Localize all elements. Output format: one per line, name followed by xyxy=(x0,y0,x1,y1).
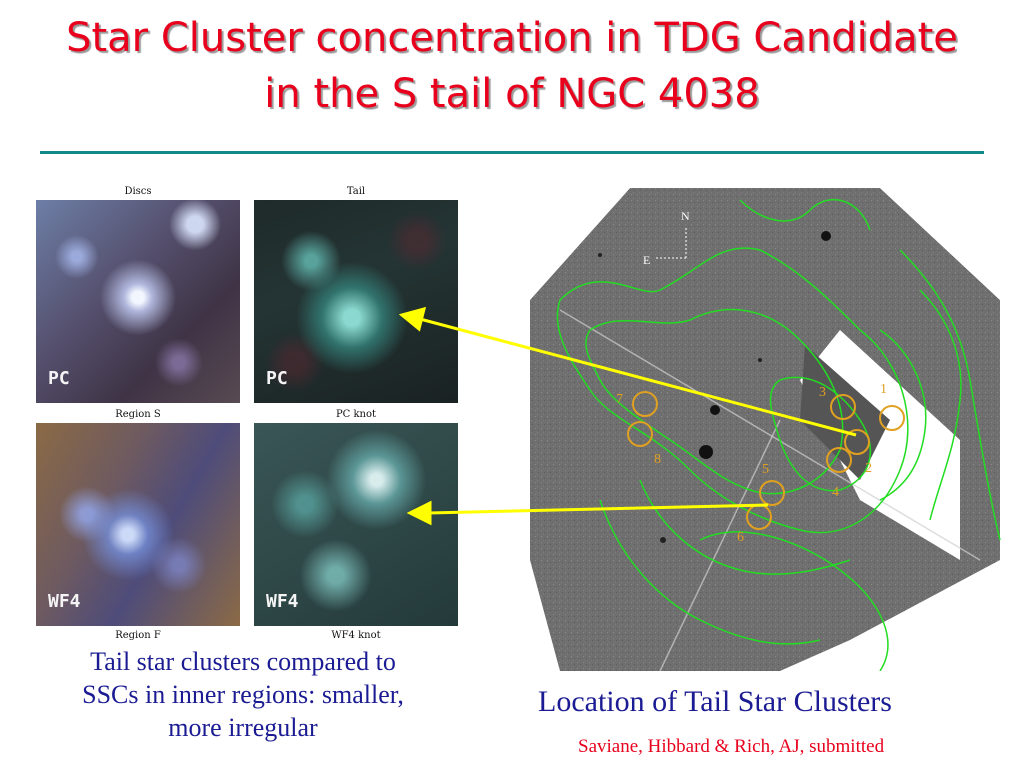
image-discs-pc: PC xyxy=(36,200,240,403)
cluster-5-circle xyxy=(759,480,785,506)
title-divider xyxy=(40,151,984,154)
cluster-label-5: 5 xyxy=(762,462,769,477)
title-line-1: Star Cluster concentration in TDG Candid… xyxy=(66,15,958,61)
arrow-to-pc-knot xyxy=(427,503,769,515)
caption-region-f: Region F xyxy=(115,630,161,641)
tag-wf4: WF4 xyxy=(266,591,299,612)
image-region-s-wf4: WF4 xyxy=(36,423,240,626)
wfpc2-mosaic xyxy=(530,188,1000,671)
arrow-head-tail-pc xyxy=(398,306,427,332)
panel-comparison-caption: Tail star clusters compared to SSCs in i… xyxy=(18,645,468,744)
caption-discs: Discs xyxy=(124,186,152,197)
caption-line-2: SSCs in inner regions: smaller, xyxy=(82,680,404,709)
cluster-2-circle xyxy=(844,429,870,455)
cluster-label-7: 7 xyxy=(616,392,623,407)
title-line-2: in the S tail of NGC 4038 xyxy=(264,71,760,117)
tag-pc: PC xyxy=(266,368,288,389)
cluster-8-circle xyxy=(627,421,653,447)
cluster-1-circle xyxy=(879,405,905,431)
caption-tail: Tail xyxy=(346,186,366,197)
caption-line-1: Tail star clusters compared to xyxy=(90,647,396,676)
location-title: Location of Tail Star Clusters xyxy=(538,685,892,718)
arrow-head-pc-knot xyxy=(406,500,432,526)
caption-wf4-knot: WF4 knot xyxy=(331,630,381,641)
image-pc-knot-wf4: WF4 xyxy=(254,423,458,626)
hi-contours xyxy=(556,199,1001,671)
cluster-7-circle xyxy=(632,391,658,417)
arrow-to-tail-pc xyxy=(419,317,857,437)
pointer-arrows xyxy=(398,306,857,526)
cluster-label-4: 4 xyxy=(832,485,839,500)
tag-pc: PC xyxy=(48,368,70,389)
cluster-label-8: 8 xyxy=(654,452,661,467)
compass-north-label: N xyxy=(681,209,690,223)
compass: N E xyxy=(643,209,690,267)
slide-title: Star Cluster concentration in TDG Candid… xyxy=(0,10,1024,122)
caption-region-s: Region S xyxy=(115,409,161,420)
citation: Saviane, Hibbard & Rich, AJ, submitted xyxy=(578,736,885,757)
compass-east-label: E xyxy=(643,253,650,267)
cluster-label-2: 2 xyxy=(865,461,872,476)
cluster-label-6: 6 xyxy=(737,530,744,545)
image-tail-pc: PC xyxy=(254,200,458,403)
cluster-label-1: 1 xyxy=(880,382,887,397)
cluster-4-circle xyxy=(826,447,852,473)
caption-pc-knot: PC knot xyxy=(335,409,377,420)
tag-wf4: WF4 xyxy=(48,591,81,612)
cluster-label-3: 3 xyxy=(819,385,826,400)
cluster-labels: 1 2 3 4 5 6 7 8 xyxy=(616,382,887,545)
cluster-3-circle xyxy=(830,394,856,420)
caption-line-3: more irregular xyxy=(168,713,318,742)
